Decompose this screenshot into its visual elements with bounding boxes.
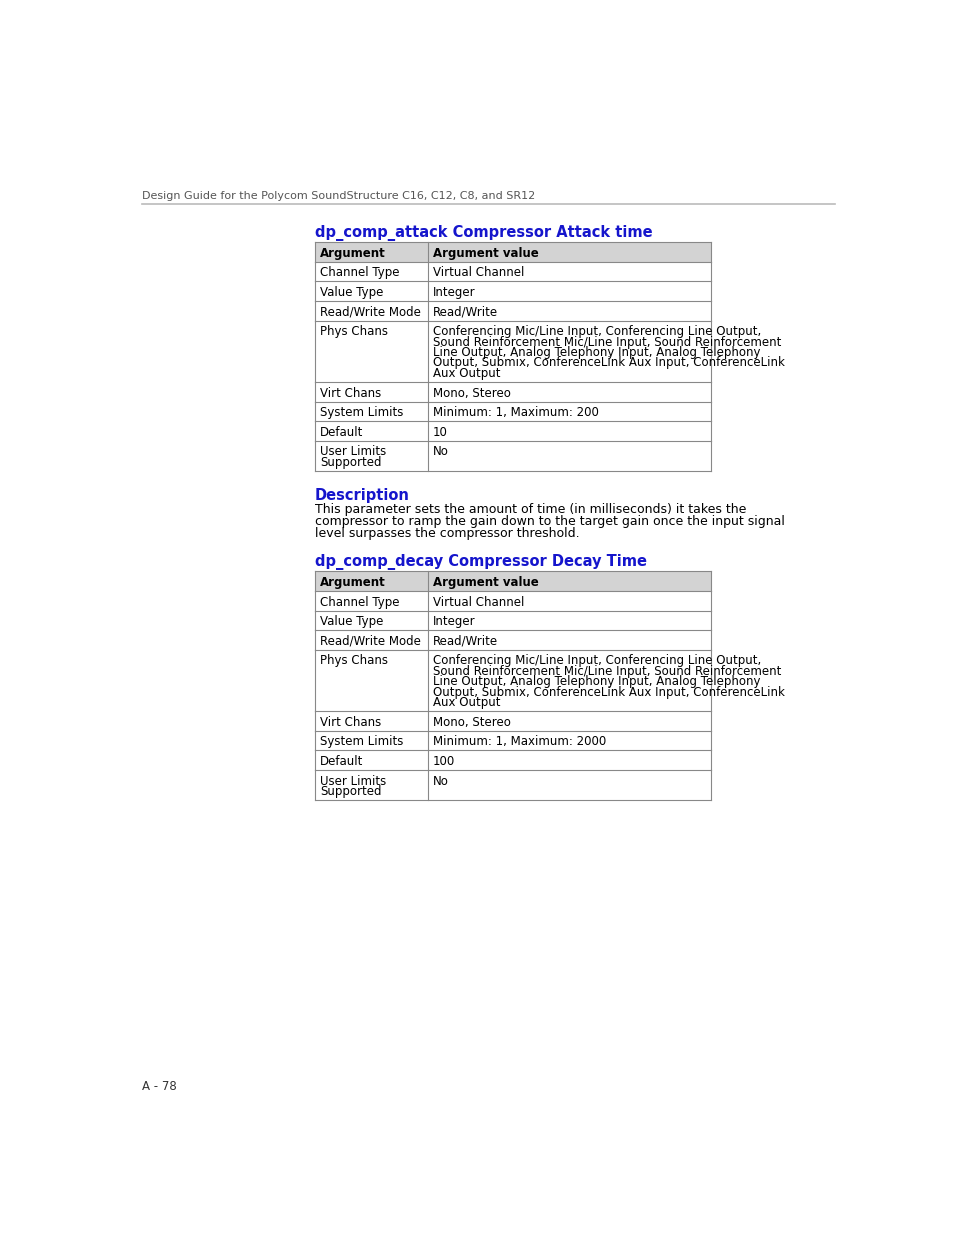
- Text: Virtual Channel: Virtual Channel: [433, 595, 524, 609]
- Text: Integer: Integer: [433, 287, 476, 299]
- Bar: [314, 711, 711, 731]
- Text: Channel Type: Channel Type: [319, 267, 399, 279]
- Text: Channel Type: Channel Type: [319, 595, 399, 609]
- Text: Design Guide for the Polycom SoundStructure C16, C12, C8, and SR12: Design Guide for the Polycom SoundStruct…: [142, 190, 536, 200]
- Text: dp_comp_decay Compressor Decay Time: dp_comp_decay Compressor Decay Time: [314, 555, 646, 571]
- Text: Argument: Argument: [319, 576, 385, 589]
- Bar: [314, 441, 711, 471]
- Bar: [314, 630, 711, 650]
- Bar: [314, 731, 711, 751]
- Text: Read/Write Mode: Read/Write Mode: [319, 635, 420, 648]
- Text: Argument value: Argument value: [433, 247, 538, 259]
- Text: 100: 100: [433, 755, 455, 768]
- Text: Argument: Argument: [319, 247, 385, 259]
- Text: Mono, Stereo: Mono, Stereo: [433, 387, 511, 399]
- Text: Phys Chans: Phys Chans: [319, 655, 388, 667]
- Text: Virt Chans: Virt Chans: [319, 387, 381, 399]
- Text: 10: 10: [433, 426, 448, 438]
- Text: dp_comp_attack Compressor Attack time: dp_comp_attack Compressor Attack time: [314, 225, 652, 241]
- Bar: [314, 242, 711, 262]
- Text: Mono, Stereo: Mono, Stereo: [433, 716, 511, 729]
- Text: System Limits: System Limits: [319, 735, 403, 748]
- Text: Conferencing Mic/Line Input, Conferencing Line Output,: Conferencing Mic/Line Input, Conferencin…: [433, 655, 760, 667]
- Bar: [314, 262, 711, 282]
- Bar: [314, 301, 711, 321]
- Text: Virt Chans: Virt Chans: [319, 716, 381, 729]
- Text: User Limits: User Limits: [319, 774, 386, 788]
- Text: Aux Output: Aux Output: [433, 367, 500, 380]
- Text: No: No: [433, 774, 449, 788]
- Bar: [314, 650, 711, 711]
- Bar: [314, 572, 711, 592]
- Text: level surpasses the compressor threshold.: level surpasses the compressor threshold…: [314, 527, 578, 540]
- Text: Default: Default: [319, 755, 363, 768]
- Text: Virtual Channel: Virtual Channel: [433, 267, 524, 279]
- Text: Supported: Supported: [319, 456, 381, 469]
- Text: Description: Description: [314, 488, 409, 503]
- Text: Output, Submix, ConferenceLink Aux Input, ConferenceLink: Output, Submix, ConferenceLink Aux Input…: [433, 685, 784, 699]
- Text: Default: Default: [319, 426, 363, 438]
- Bar: [314, 610, 711, 630]
- Text: Supported: Supported: [319, 785, 381, 798]
- Bar: [314, 421, 711, 441]
- Text: Conferencing Mic/Line Input, Conferencing Line Output,: Conferencing Mic/Line Input, Conferencin…: [433, 325, 760, 338]
- Text: User Limits: User Limits: [319, 446, 386, 458]
- Text: Minimum: 1, Maximum: 2000: Minimum: 1, Maximum: 2000: [433, 735, 606, 748]
- Text: Minimum: 1, Maximum: 200: Minimum: 1, Maximum: 200: [433, 406, 598, 419]
- Bar: [314, 321, 711, 382]
- Text: Line Output, Analog Telephony Input, Analog Telephony: Line Output, Analog Telephony Input, Ana…: [433, 676, 760, 688]
- Text: This parameter sets the amount of time (in milliseconds) it takes the: This parameter sets the amount of time (…: [314, 503, 745, 516]
- Text: Aux Output: Aux Output: [433, 697, 500, 709]
- Text: System Limits: System Limits: [319, 406, 403, 419]
- Bar: [314, 592, 711, 610]
- Text: No: No: [433, 446, 449, 458]
- Text: Read/Write: Read/Write: [433, 635, 497, 648]
- Bar: [314, 401, 711, 421]
- Text: Sound Reinforcement Mic/Line Input, Sound Reinforcement: Sound Reinforcement Mic/Line Input, Soun…: [433, 336, 781, 348]
- Text: Line Output, Analog Telephony Input, Analog Telephony: Line Output, Analog Telephony Input, Ana…: [433, 346, 760, 359]
- Bar: [314, 751, 711, 769]
- Text: Phys Chans: Phys Chans: [319, 325, 388, 338]
- Text: Output, Submix, ConferenceLink Aux Input, ConferenceLink: Output, Submix, ConferenceLink Aux Input…: [433, 357, 784, 369]
- Text: Value Type: Value Type: [319, 615, 383, 629]
- Text: Read/Write: Read/Write: [433, 306, 497, 319]
- Bar: [314, 769, 711, 800]
- Text: A - 78: A - 78: [142, 1079, 177, 1093]
- Text: Sound Reinforcement Mic/Line Input, Sound Reinforcement: Sound Reinforcement Mic/Line Input, Soun…: [433, 664, 781, 678]
- Text: Integer: Integer: [433, 615, 476, 629]
- Text: Value Type: Value Type: [319, 287, 383, 299]
- Bar: [314, 382, 711, 401]
- Bar: [314, 282, 711, 301]
- Text: Read/Write Mode: Read/Write Mode: [319, 306, 420, 319]
- Text: Argument value: Argument value: [433, 576, 538, 589]
- Text: compressor to ramp the gain down to the target gain once the input signal: compressor to ramp the gain down to the …: [314, 515, 783, 529]
